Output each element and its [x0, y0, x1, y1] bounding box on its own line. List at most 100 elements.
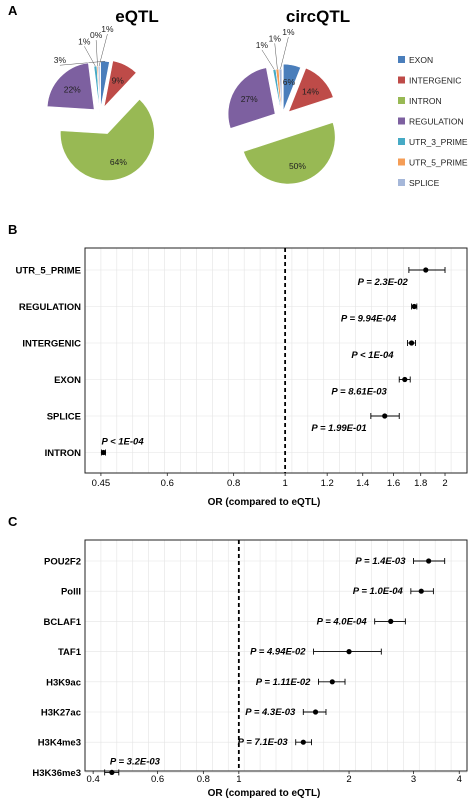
row-label-taf1: TAF1: [58, 647, 82, 658]
x-tick-label: 0.45: [92, 478, 111, 489]
pie-leader-utr-3-prime: [84, 46, 96, 67]
p-value-pou2f2: P = 1.4E-03: [355, 556, 406, 567]
row-label-h3k9ac: H3K9ac: [46, 677, 81, 688]
p-value-bclaf1: P = 4.0E-04: [317, 616, 368, 627]
pie-label-regulation: 27%: [241, 94, 258, 104]
row-label-h3k27ac: H3K27ac: [41, 708, 81, 719]
p-value-polii: P = 1.0E-04: [353, 586, 404, 597]
eqtl-pie-chart: eQTL 3% 9% 64% 22% 1%0%1%: [46, 7, 159, 181]
x-tick-label: 1.4: [356, 478, 369, 489]
or-point-h3k27ac: [312, 709, 319, 715]
pie-label-splice: 1%: [101, 24, 114, 34]
row-label-intron: INTRON: [45, 448, 82, 459]
p-value-h3k27ac: P = 4.3E-03: [245, 707, 296, 718]
x-tick-label: 0.6: [151, 774, 164, 785]
legend-swatch-regulation: [398, 117, 405, 125]
p-value-intergenic: P < 1E-04: [351, 350, 394, 361]
pie-label-exon: 6%: [283, 77, 296, 87]
pie-title: eQTL: [115, 7, 158, 26]
p-value-h3k9ac: P = 1.11E-02: [256, 677, 311, 688]
p-value-intron: P < 1E-04: [101, 437, 144, 448]
or-point-exon: [402, 376, 408, 383]
pie-leader-splice: [280, 36, 289, 70]
or-point-polii: [418, 588, 424, 594]
x-tick-label: 1.8: [414, 478, 427, 489]
pie-label-splice: 1%: [282, 27, 295, 37]
pie-slice-intergenic: [288, 67, 334, 113]
pie-slice-splice: [97, 65, 101, 114]
row-label-h3k36me3: H3K36me3: [32, 768, 81, 779]
legend-label-utr-5-prime: UTR_5_PRIME: [409, 158, 468, 168]
row-label-splice: SPLICE: [47, 412, 81, 423]
x-axis-label: OR (compared to eQTL): [208, 497, 321, 508]
legend-label-regulation: REGULATION: [409, 117, 464, 127]
row-label-intergenic: INTERGENIC: [22, 339, 81, 350]
p-value-regulation: P = 9.94E-04: [341, 314, 397, 325]
panel-label-b: B: [8, 222, 18, 237]
pie-label-utr-3-prime: 1%: [256, 40, 269, 50]
pie-leader-utr-3-prime: [261, 49, 275, 70]
pie-slice-exon: [283, 63, 302, 112]
panel-label-a: A: [8, 3, 18, 18]
or-point-splice: [382, 413, 388, 419]
plot-frame: [84, 539, 468, 772]
or-point-intron: [100, 449, 107, 456]
or-point-utr-5-prime: [423, 267, 429, 273]
row-label-pou2f2: POU2F2: [44, 557, 81, 568]
pie-title: circQTL: [286, 7, 350, 26]
x-tick-label: 0.4: [87, 774, 100, 785]
row-label-exon: EXON: [54, 375, 81, 386]
or-point-h3k36me3: [109, 769, 115, 776]
legend-label-exon: EXON: [409, 55, 433, 65]
or-point-h3k4me3: [300, 739, 306, 745]
plot-frame: [84, 247, 468, 474]
x-tick-label: 0.8: [197, 774, 210, 785]
legend-swatch-intergenic: [398, 76, 405, 84]
or-point-h3k9ac: [329, 679, 335, 685]
pie-leader-utr-5-prime: [95, 40, 98, 67]
pie-label-intergenic: 14%: [302, 87, 319, 97]
or-point-regulation: [411, 303, 417, 310]
pie-label-intergenic: 9%: [112, 76, 125, 86]
variant-class-forest-plot: 0.45 0.6 0.8 1 1.2 1.4 1.6 1.8 2 OR (compared to …: [16, 247, 468, 508]
pie-legend: EXON INTERGENIC INTRON REGULATION UTR_3_PRIM…: [398, 55, 468, 188]
histone-tf-forest-plot: 0.4 0.6 0.8 1 2 3 4 OR (compared to eQTL) POU2F2…: [32, 539, 468, 799]
row-label-h3k4me3: H3K4me3: [38, 738, 81, 749]
p-value-h3k36me3: P = 3.2E-03: [110, 756, 161, 767]
or-point-pou2f2: [426, 558, 432, 564]
x-tick-label: 1.2: [321, 478, 334, 489]
legend-swatch-utr-3-prime: [398, 138, 405, 145]
legend-label-utr-3-prime: UTR_3_PRIME: [409, 137, 468, 147]
legend-swatch-utr-5-prime: [398, 158, 405, 166]
pie-slice-exon: [100, 60, 110, 109]
x-tick-label: 4: [457, 774, 462, 785]
x-tick-label: 0.8: [227, 478, 240, 489]
x-tick-label: 1.6: [387, 478, 400, 489]
p-value-splice: P = 1.99E-01: [311, 423, 366, 434]
p-value-taf1: P = 4.94E-02: [250, 647, 306, 658]
x-tick-label: 1: [282, 478, 287, 489]
pie-leader-utr-5-prime: [274, 43, 278, 70]
pie-label-intron: 50%: [289, 161, 306, 171]
pie-slice-regulation: [227, 67, 276, 129]
panel-label-c: C: [8, 514, 18, 529]
pie-slice-regulation: [46, 62, 95, 110]
row-label-regulation: REGULATION: [19, 302, 81, 313]
pie-label-regulation: 22%: [64, 84, 81, 94]
x-tick-label: 2: [346, 774, 351, 785]
or-point-taf1: [346, 649, 352, 655]
pie-label-intron: 64%: [110, 157, 127, 167]
legend-label-splice: SPLICE: [409, 178, 440, 188]
legend-label-intergenic: INTERGENIC: [409, 76, 461, 86]
p-value-utr-5-prime: P = 2.3E-02: [358, 277, 409, 288]
row-label-utr-5-prime: UTR_5_PRIME: [16, 266, 81, 277]
p-value-exon: P = 8.61E-03: [331, 387, 387, 398]
pie-label-exon: 3%: [54, 55, 67, 65]
or-point-bclaf1: [388, 618, 394, 625]
p-value-h3k4me3: P = 7.1E-03: [238, 737, 289, 748]
x-tick-label: 0.6: [161, 478, 174, 489]
pie-slice-intron: [60, 98, 155, 181]
legend-swatch-exon: [398, 56, 405, 63]
